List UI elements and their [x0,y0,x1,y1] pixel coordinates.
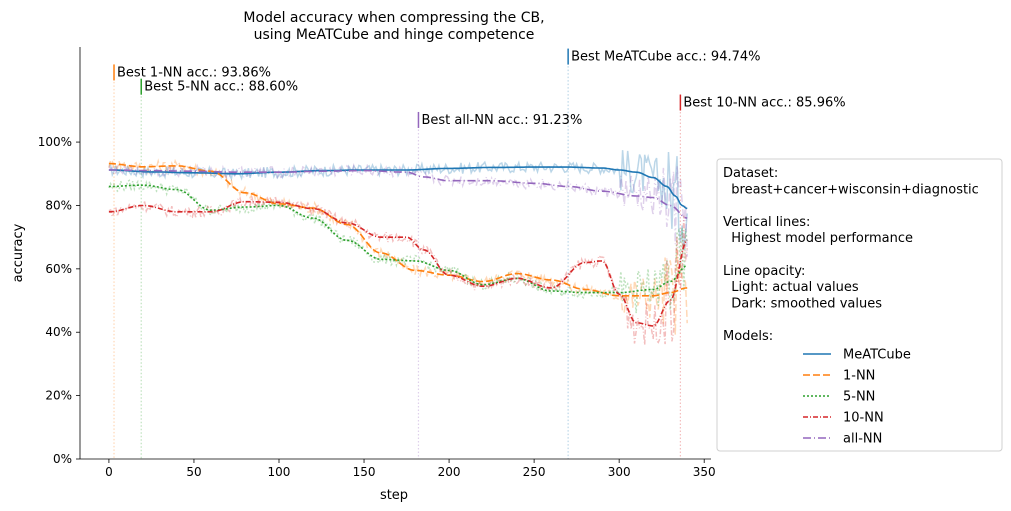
y-tick-label: 80% [45,198,72,212]
x-tick-label: 250 [523,465,546,479]
series-raw-1-nn [108,158,688,335]
y-tick-label: 0% [53,452,72,466]
legend-entry-meatcube: MeATCube [843,348,911,363]
chart-title-line-1: Model accuracy when compressing the CB, [243,10,544,26]
series-raw-5-nn [108,179,688,314]
y-tick-label: 40% [45,325,72,339]
y-tick-label: 100% [38,135,72,149]
plot-area: Best MeATCube acc.: 94.74% Best 1-NN acc.… [108,48,846,459]
best-lines-layer [113,48,682,459]
x-tick-label: 150 [353,465,376,479]
legend-entry-10-nn: 10-NN [843,411,884,426]
series-raw-all-nn [108,162,688,257]
legend-text: Light: actual values [723,280,859,295]
legend-text: Highest model performance [723,231,913,246]
x-tick-label: 300 [608,465,631,479]
y-tick-label: 60% [45,262,72,276]
x-tick-label: 100 [268,465,291,479]
series-smoothed-5-nn [108,184,688,294]
x-tick-label: 200 [438,465,461,479]
legend-box [716,158,1003,452]
legend-entry-5-nn: 5-NN [843,390,875,405]
best-label-all-nn: Best all-NN acc.: 91.23% [421,113,582,128]
legend-entry-all-nn: all-NN [843,432,882,447]
smooth-series-layer [108,162,688,327]
legend-text: Dark: smoothed values [723,296,882,311]
y-axis: 0% 20% 40% 60% 80% 100% [38,135,80,466]
best-label-1-nn: Best 1-NN acc.: 93.86% [117,65,271,80]
legend-entry-1-nn: 1-NN [843,369,875,384]
x-axis: 0 50 100 150 200 250 300 350 [105,459,716,479]
y-axis-label: accuracy [11,223,26,282]
legend-text: Vertical lines: [723,215,810,230]
best-labels-layer: Best MeATCube acc.: 94.74% Best 1-NN acc.… [117,50,846,128]
series-smoothed-meatcube [108,166,688,210]
best-label-5-nn: Best 5-NN acc.: 88.60% [144,80,298,95]
x-tick-label: 50 [186,465,201,479]
series-smoothed-all-nn [108,169,688,219]
legend: Dataset: breast+cancer+wisconsin+diagnos… [716,158,1003,452]
legend-text: Dataset: [723,166,778,181]
y-tick-label: 20% [45,389,72,403]
legend-text: Line opacity: [723,264,805,279]
legend-text: breast+cancer+wisconsin+diagnostic [723,182,979,197]
x-axis-label: step [380,488,408,503]
series-smoothed-1-nn [108,162,688,297]
series-raw-10-nn [108,195,688,345]
x-tick-label: 0 [105,465,113,479]
chart-title-line-2: using MeATCube and hinge competence [254,27,535,43]
series-smoothed-10-nn [108,200,688,327]
raw-series-layer [108,150,688,345]
x-tick-label: 350 [693,465,716,479]
best-label-meatcube: Best MeATCube acc.: 94.74% [571,50,760,65]
legend-text: Models: [723,329,773,344]
best-label-10-nn: Best 10-NN acc.: 85.96% [683,96,845,111]
